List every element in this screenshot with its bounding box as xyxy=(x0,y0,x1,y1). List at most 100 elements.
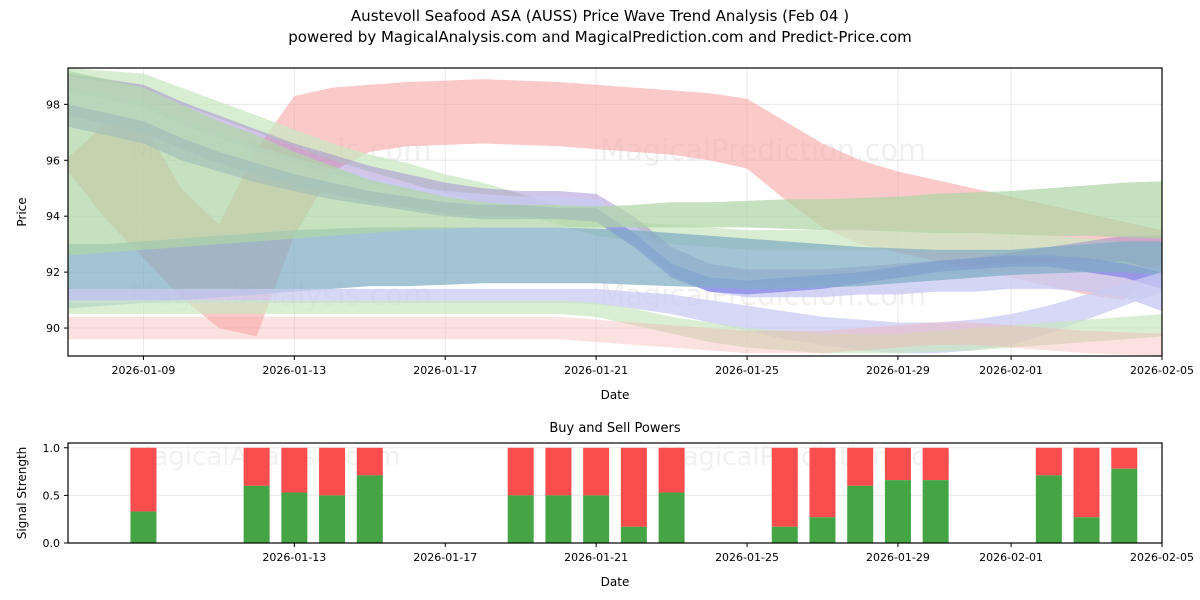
price-band-mid-green-wave xyxy=(68,70,1162,256)
price-axes xyxy=(67,67,1163,357)
buy-power-segment xyxy=(620,526,647,543)
sell-power-segment xyxy=(809,447,836,518)
sell-power-segment xyxy=(130,447,157,512)
buy-power-segment xyxy=(658,492,685,543)
power-y-tick-label: 0.5 xyxy=(43,489,61,502)
price-x-tick-label: 2026-01-29 xyxy=(866,364,930,377)
buy-power-segment xyxy=(771,526,798,543)
price-y-tick-label: 90 xyxy=(46,322,60,335)
power-y-tick-label: 1.0 xyxy=(43,442,61,455)
power-bar[interactable] xyxy=(884,447,911,543)
power-bar[interactable] xyxy=(545,447,572,543)
sell-power-segment xyxy=(1035,447,1062,476)
sell-power-segment xyxy=(545,447,572,496)
power-x-tick-label: 2026-01-25 xyxy=(715,551,779,564)
power-y-ticks: 0.0 0.5 1.0 xyxy=(43,442,68,550)
price-x-tick-label: 2026-01-21 xyxy=(564,364,628,377)
price-y-ticks: 90 92 94 96 98 xyxy=(46,98,68,335)
power-y-tick-label: 0.0 xyxy=(43,537,61,550)
sell-power-segment xyxy=(771,447,798,527)
sell-power-segment xyxy=(319,447,346,496)
price-band-steel-blue-wave xyxy=(68,227,1162,309)
power-plot-frame xyxy=(67,442,1163,544)
price-band-pink-wave xyxy=(68,79,1162,337)
price-x-axis-label: Date xyxy=(601,388,630,402)
price-y-tick-label: 92 xyxy=(46,266,60,279)
sell-power-segment xyxy=(922,447,949,481)
power-x-ticks: 2026-01-13 2026-01-17 2026-01-21 2026-01-25… xyxy=(262,543,1194,564)
power-bar[interactable] xyxy=(507,447,534,543)
buy-power-segment xyxy=(1073,517,1100,543)
price-band-lavender-wave xyxy=(68,87,1162,312)
power-bar[interactable] xyxy=(1035,447,1062,543)
sell-power-segment xyxy=(356,447,383,476)
sell-power-segment xyxy=(243,447,270,486)
sell-power-segment xyxy=(1073,447,1100,518)
power-bar[interactable] xyxy=(658,447,685,543)
buy-power-segment xyxy=(507,495,534,543)
power-x-tick-label: 2026-02-05 xyxy=(1130,551,1194,564)
price-x-tick-label: 2026-01-13 xyxy=(262,364,326,377)
sell-power-segment xyxy=(658,447,685,493)
power-x-tick-label: 2026-01-17 xyxy=(413,551,477,564)
buy-power-segment xyxy=(884,480,911,543)
buy-power-segment xyxy=(281,492,308,543)
buy-power-segment xyxy=(545,495,572,543)
power-bar[interactable] xyxy=(130,447,157,543)
power-chart-title: Buy and Sell Powers xyxy=(549,421,680,436)
power-bar[interactable] xyxy=(1073,447,1100,543)
power-bar[interactable] xyxy=(620,447,647,543)
power-bar[interactable] xyxy=(243,447,270,543)
price-y-axis-label: Price xyxy=(15,197,29,226)
power-bar[interactable] xyxy=(809,447,836,543)
price-x-tick-label: 2026-01-25 xyxy=(715,364,779,377)
power-bar[interactable] xyxy=(319,447,346,543)
sell-power-segment xyxy=(847,447,874,486)
buy-power-segment xyxy=(583,495,610,543)
power-x-tick-label: 2026-02-01 xyxy=(979,551,1043,564)
sell-power-segment xyxy=(583,447,610,496)
sell-power-segment xyxy=(507,447,534,496)
power-x-tick-label: 2026-01-13 xyxy=(262,551,326,564)
buy-power-segment xyxy=(809,517,836,543)
power-bar[interactable] xyxy=(922,447,949,543)
power-bar[interactable] xyxy=(356,447,383,543)
buy-power-segment xyxy=(1111,468,1138,543)
price-plot-frame xyxy=(67,67,1163,357)
buy-power-segment xyxy=(130,511,157,543)
price-band-group xyxy=(68,68,1162,356)
power-bar[interactable] xyxy=(1111,447,1138,543)
price-y-tick-label: 96 xyxy=(46,154,60,167)
price-x-ticks: 2026-01-09 2026-01-13 2026-01-17 2026-01-21… xyxy=(111,356,1194,377)
buy-power-segment xyxy=(243,485,270,543)
power-bar[interactable] xyxy=(847,447,874,543)
power-x-tick-label: 2026-01-29 xyxy=(866,551,930,564)
buy-sell-powers-chart: Buy and Sell Powers MagicalAnalysis.com … xyxy=(15,421,1194,589)
price-wave-chart: MagicalAnalysis.com MagicalPrediction.co… xyxy=(15,67,1194,402)
buy-power-segment xyxy=(356,475,383,543)
power-x-axis-label: Date xyxy=(601,575,630,589)
buy-power-segment xyxy=(922,480,949,543)
power-bar[interactable] xyxy=(583,447,610,543)
price-band-low-green-tail xyxy=(68,300,1162,354)
power-x-tick-label: 2026-01-21 xyxy=(564,551,628,564)
sell-power-segment xyxy=(620,447,647,527)
buy-power-segment xyxy=(319,495,346,543)
page-subtitle: powered by MagicalAnalysis.com and Magic… xyxy=(288,28,912,46)
chart-title-block: Austevoll Seafood ASA (AUSS) Price Wave … xyxy=(0,6,1200,48)
price-x-tick-label: 2026-02-05 xyxy=(1130,364,1194,377)
power-bar[interactable] xyxy=(771,447,798,543)
price-y-tick-label: 94 xyxy=(46,210,60,223)
price-y-tick-label: 98 xyxy=(46,98,60,111)
power-bar[interactable] xyxy=(281,447,308,543)
sell-power-segment xyxy=(884,447,911,481)
price-band-low-pink-tail xyxy=(68,316,1162,356)
price-x-tick-label: 2026-01-09 xyxy=(111,364,175,377)
sell-power-segment xyxy=(281,447,308,493)
page-title: Austevoll Seafood ASA (AUSS) Price Wave … xyxy=(350,7,850,25)
price-band-low-lavender-tail xyxy=(68,272,1162,354)
sell-power-segment xyxy=(1111,447,1138,469)
price-x-tick-label: 2026-02-01 xyxy=(979,364,1043,377)
power-bar-group xyxy=(130,447,1138,543)
